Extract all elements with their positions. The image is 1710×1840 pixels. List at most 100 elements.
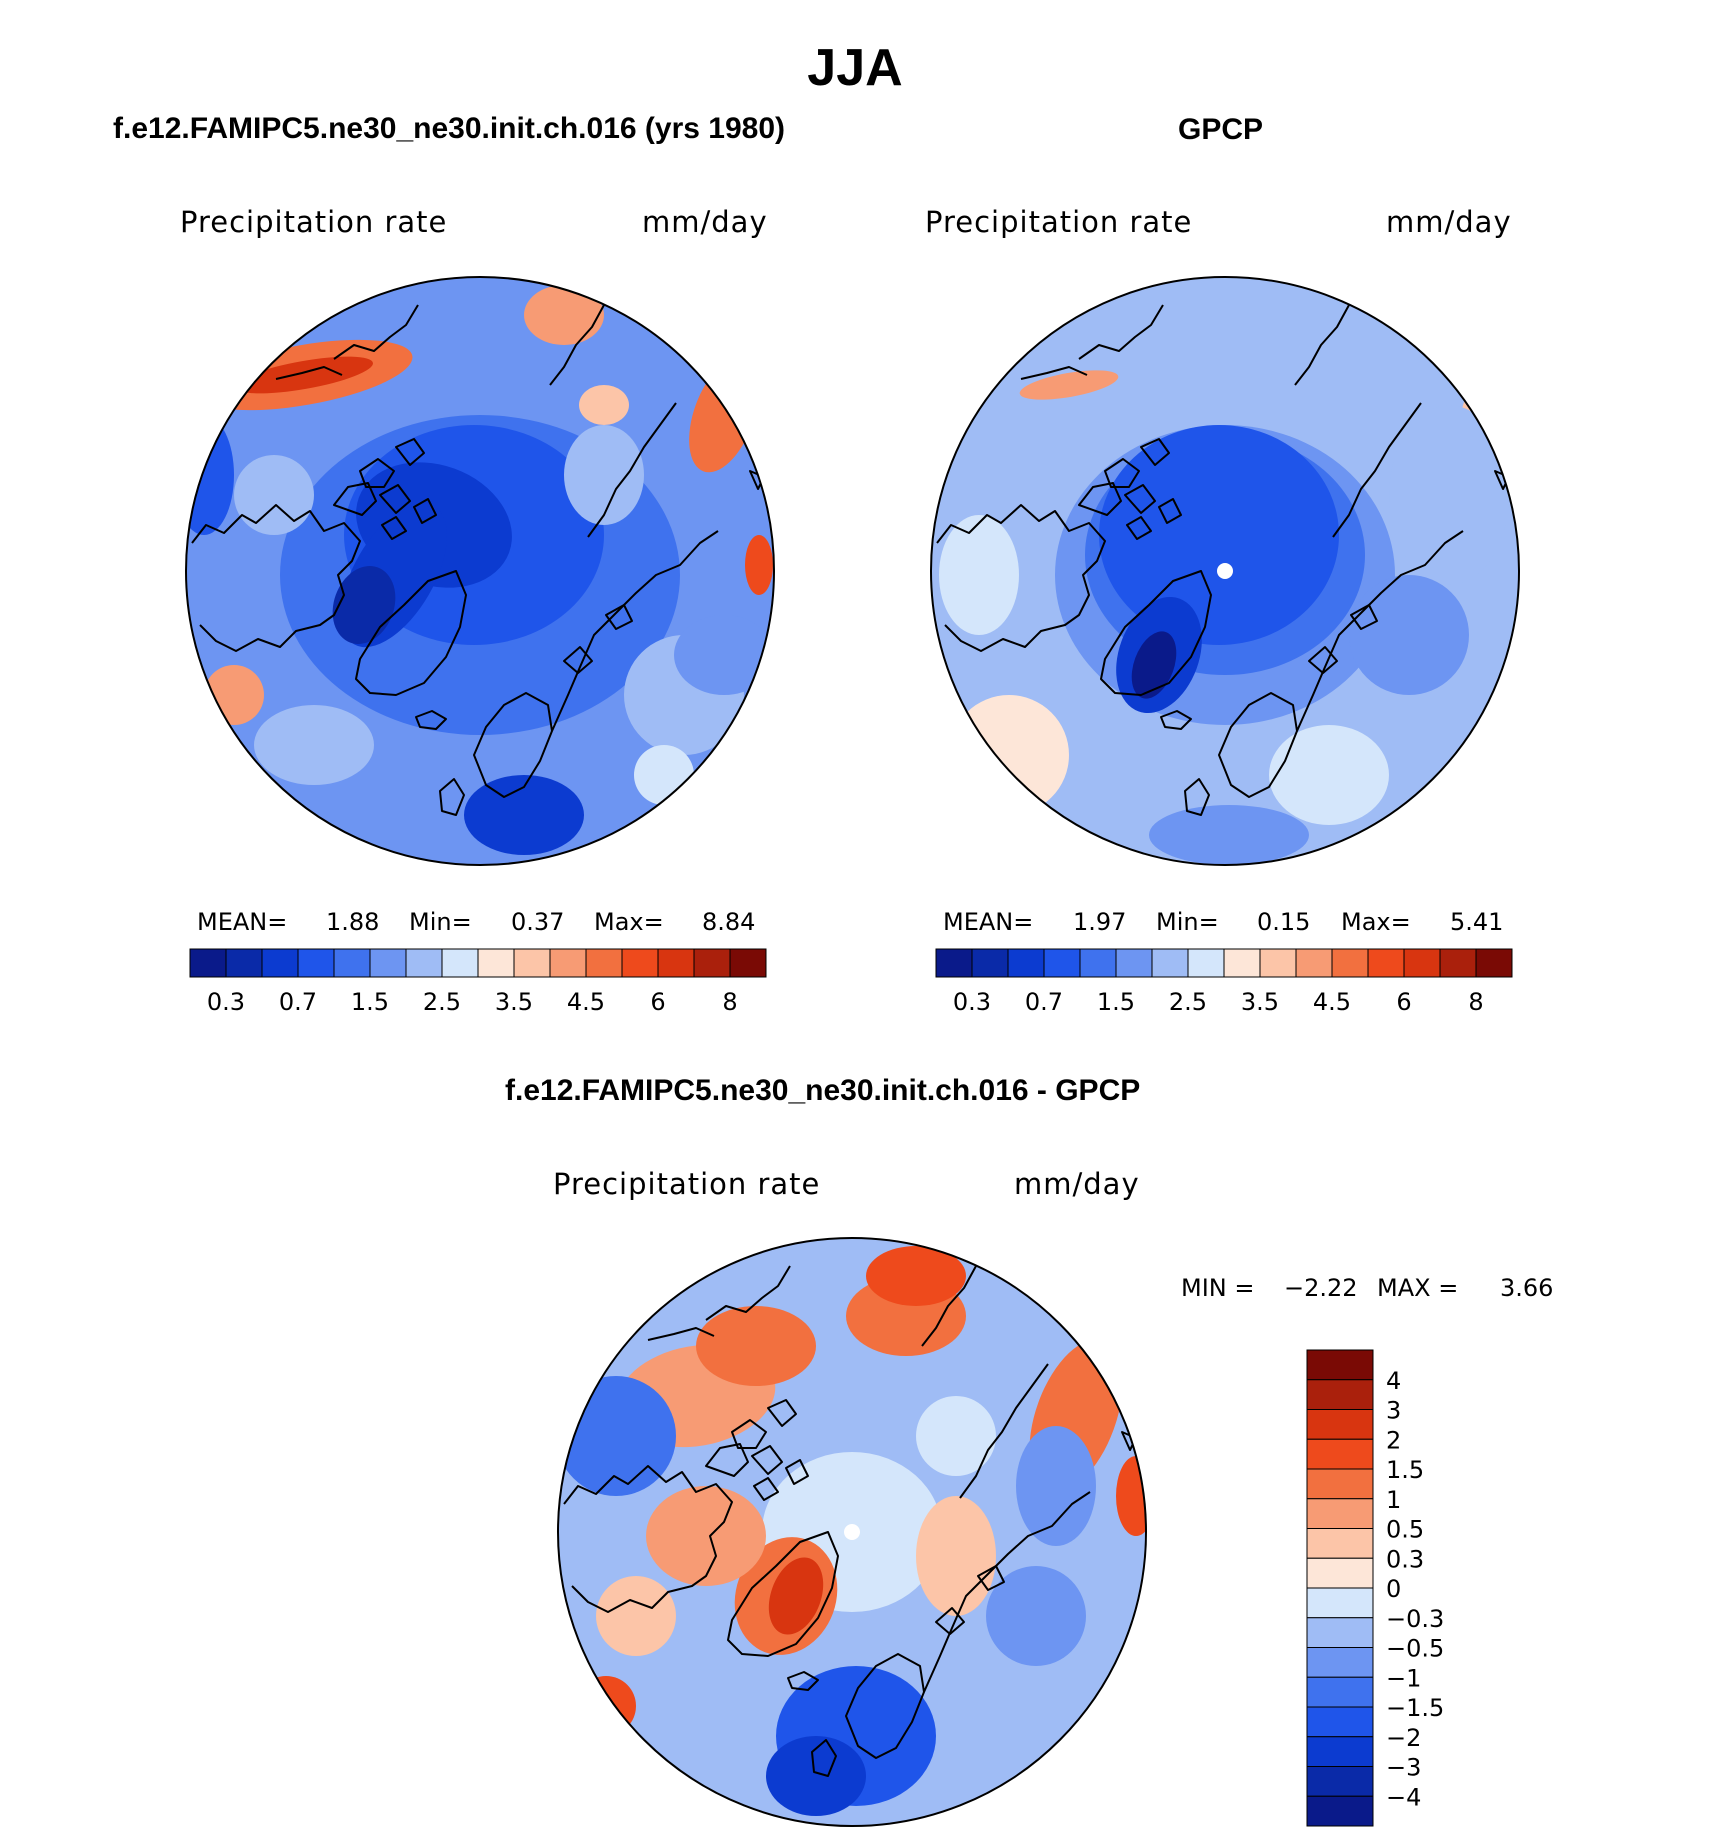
coastline — [1294, 304, 1350, 386]
panel1-colorbar-box — [513, 948, 551, 978]
precip-contour — [634, 745, 694, 805]
precip-contour — [564, 425, 644, 525]
panel3-colorbar-tick-label: −0.5 — [1386, 1635, 1444, 1663]
panel2-min-value: 0.15 — [1257, 908, 1311, 936]
panel1-colorbar-box — [693, 948, 731, 978]
precip-contour — [524, 285, 604, 345]
panel1-max-label: Max= — [594, 908, 664, 936]
panel2-colorbar-tick-label: 3.5 — [1241, 988, 1279, 1016]
panel2-mean-value: 1.97 — [1073, 908, 1127, 936]
panel1-colorbar-tick-label: 1.5 — [351, 988, 389, 1016]
panel1-colorbar-tick-label: 4.5 — [567, 988, 605, 1016]
coastline — [605, 604, 633, 630]
panel1-variable-label: Precipitation rate — [180, 205, 448, 239]
precip-contour — [986, 1566, 1086, 1666]
precip-contour — [1269, 725, 1389, 825]
panel3-min-value: −2.22 — [1284, 1274, 1358, 1302]
panel3-colorbar-box — [1306, 1438, 1374, 1470]
panel1-colorbar-box — [189, 948, 227, 978]
panel2-colorbar-tick-label: 6 — [1396, 988, 1411, 1016]
coastline — [333, 482, 377, 516]
precip-contour — [866, 1246, 966, 1306]
panel3-max-value: 3.66 — [1500, 1274, 1554, 1302]
panel2-colorbar-tick-label: 8 — [1468, 988, 1483, 1016]
coastline — [1104, 458, 1140, 488]
panel2-colorbar-tick-label: 4.5 — [1313, 988, 1351, 1016]
coastline — [921, 1265, 977, 1347]
coastline — [1078, 482, 1122, 516]
map-boundary — [557, 1237, 1147, 1827]
coastline — [1160, 710, 1192, 730]
panel1-colorbar-box — [657, 948, 695, 978]
panel2-units-label: mm/day — [1386, 205, 1512, 239]
panel1-mean-label: MEAN= — [197, 908, 288, 936]
coastline — [811, 1739, 837, 1777]
panel1-title: f.e12.FAMIPC5.ne30_ne30.init.ch.016 (yrs… — [113, 112, 785, 145]
panel2-colorbar-box — [1043, 948, 1081, 978]
coastline — [705, 1265, 791, 1321]
coastline — [1296, 530, 1464, 732]
panel2-colorbar-box — [1223, 948, 1261, 978]
coastline — [359, 458, 395, 488]
panel1-max-value: 8.84 — [702, 908, 756, 936]
coastline — [191, 504, 361, 652]
precip-contour — [646, 1486, 766, 1586]
panel3-colorbar-tick-label: 0 — [1386, 1575, 1401, 1603]
precip-contour — [235, 356, 373, 394]
panel2-max-label: Max= — [1341, 908, 1411, 936]
coastline — [727, 1531, 839, 1657]
panel1-colorbar-box — [729, 948, 767, 978]
panel3-colorbar-tick-label: 1.5 — [1386, 1456, 1424, 1484]
panel3-colorbar-box — [1306, 1676, 1374, 1708]
coastline — [977, 1565, 1005, 1591]
coastline — [1158, 498, 1182, 524]
panel3-colorbar-tick-label: 2 — [1386, 1426, 1401, 1454]
panel1-colorbar-box — [333, 948, 371, 978]
panel2-colorbar-box — [1007, 948, 1045, 978]
panel2-colorbar-box — [935, 948, 973, 978]
coastline — [1332, 402, 1422, 538]
map-boundary — [185, 276, 775, 866]
panel1-min-value: 0.37 — [511, 908, 565, 936]
panel3-units-label: mm/day — [1014, 1167, 1140, 1201]
panel3-min-label: MIN = — [1181, 1274, 1255, 1302]
coastline — [1126, 516, 1152, 540]
panel3-colorbar-box — [1306, 1557, 1374, 1589]
panel3-colorbar-tick-label: 3 — [1386, 1397, 1401, 1425]
panel2-colorbar-box — [1331, 948, 1369, 978]
panel3-colorbar-box — [1306, 1498, 1374, 1529]
panel2-colorbar-tick-label: 2.5 — [1169, 988, 1207, 1016]
coastline — [935, 1607, 965, 1635]
coastline — [587, 402, 677, 538]
panel2-mean-label: MEAN= — [943, 908, 1034, 936]
panel1-polar-map — [185, 276, 775, 866]
coastline — [936, 504, 1106, 652]
precip-contour — [1131, 631, 1177, 699]
coastline — [1308, 646, 1338, 674]
panel3-colorbar-tick-label: −3 — [1386, 1754, 1421, 1782]
panel1-colorbar-tick-label: 6 — [650, 988, 665, 1016]
coastline — [1184, 778, 1210, 816]
coastline — [563, 646, 593, 674]
panel2-colorbar-box — [971, 948, 1009, 978]
coastline — [959, 1363, 1049, 1499]
coastline — [1124, 484, 1156, 514]
coastline — [381, 516, 407, 540]
panel3-colorbar-box — [1306, 1587, 1374, 1619]
coastline — [1078, 304, 1164, 360]
panel3-colorbar-box — [1306, 1766, 1374, 1797]
panel1-colorbar-box — [261, 948, 299, 978]
panel1-colorbar-box — [621, 948, 659, 978]
precip-contour — [186, 415, 234, 535]
coastline — [415, 710, 447, 730]
precip-contour — [939, 515, 1019, 635]
panel1-units-label: mm/day — [642, 205, 768, 239]
panel2-variable-label: Precipitation rate — [925, 205, 1193, 239]
panel1-colorbar-tick-label: 0.7 — [279, 988, 317, 1016]
coastline — [705, 1443, 749, 1477]
coastline — [275, 366, 343, 380]
coastline — [379, 484, 411, 514]
panel1-colorbar-box — [549, 948, 587, 978]
panel1-colorbar: 0.3 0.7 1.5 2.5 3.5 4.5 6 8 — [189, 948, 767, 1016]
coastline — [333, 304, 419, 360]
